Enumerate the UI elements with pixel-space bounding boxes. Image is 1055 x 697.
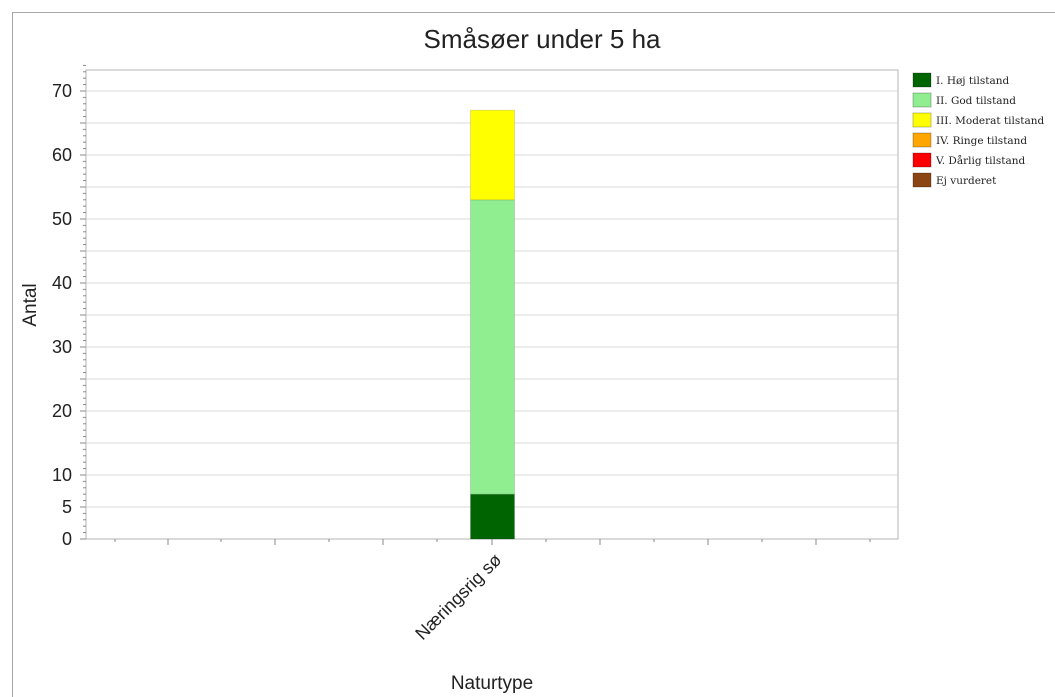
chart-title: Småsøer under 5 ha <box>423 24 661 54</box>
legend-swatch <box>912 112 932 128</box>
legend-swatch <box>912 132 932 148</box>
category-labels: Næringsrig sø <box>411 550 505 644</box>
legend-swatch <box>912 172 932 188</box>
x-axis-ticks <box>114 539 871 545</box>
x-axis-title: Naturtype <box>451 673 533 694</box>
legend: I. Høj tilstand II. God tilstand III. Mode… <box>912 72 1045 188</box>
bar-segment <box>470 109 515 201</box>
legend-label: Ej vurderet <box>936 175 997 187</box>
y-axis-title: Antal <box>20 283 41 326</box>
y-tick-label: 0 <box>62 529 72 549</box>
y-tick-label: 60 <box>52 145 72 165</box>
bar-stack <box>470 109 515 540</box>
y-tick-label: 40 <box>52 273 72 293</box>
legend-label: III. Moderat tilstand <box>936 115 1045 127</box>
legend-label: V. Dårlig tilstand <box>935 154 1025 167</box>
legend-swatch <box>912 72 932 88</box>
bar-segment <box>470 493 515 540</box>
y-tick-label: 30 <box>52 337 72 357</box>
bar-segment <box>470 199 515 495</box>
y-axis-ticks: 0 5 10 20 30 40 50 60 70 <box>52 64 86 549</box>
legend-label: II. God tilstand <box>936 95 1016 107</box>
y-tick-label: 20 <box>52 401 72 421</box>
legend-swatch <box>912 92 932 108</box>
legend-swatch <box>912 152 932 168</box>
legend-label: I. Høj tilstand <box>936 75 1009 87</box>
y-tick-label: 70 <box>52 81 72 101</box>
y-tick-label: 10 <box>52 465 72 485</box>
legend-label: IV. Ringe tilstand <box>936 135 1027 147</box>
y-tick-label: 50 <box>52 209 72 229</box>
category-label: Næringsrig sø <box>411 550 505 644</box>
y-tick-label: 5 <box>62 497 72 517</box>
